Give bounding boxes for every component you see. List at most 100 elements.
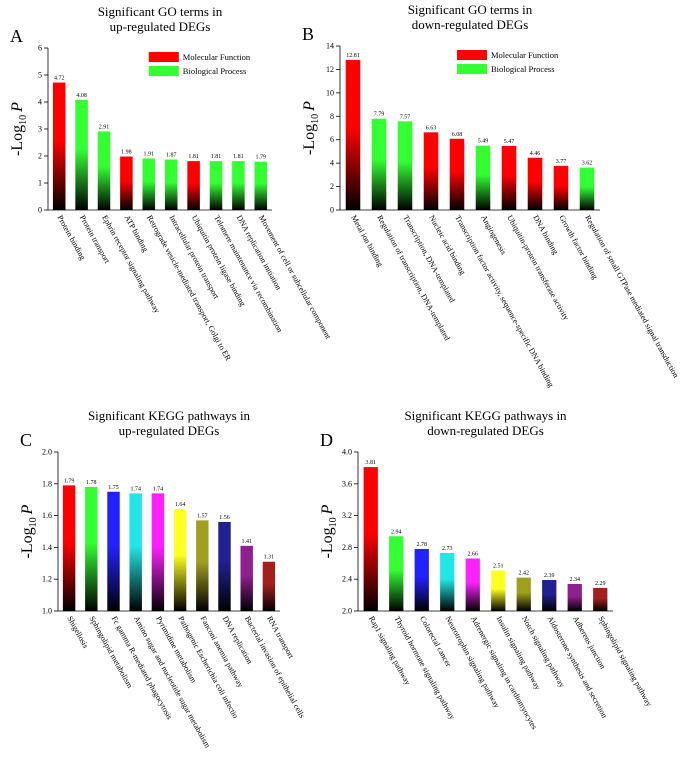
chart-title: up-regulated DEGs [110,19,211,34]
bar [240,545,253,611]
value-label: 7.79 [374,112,385,118]
x-tick-label: Pyrimidine metabolism [154,615,199,686]
bar [449,138,465,210]
value-label: 2.29 [595,581,606,587]
x-tick-label: Retrograde vesicle-mediated transport, G… [145,214,233,363]
y-tick-label: 6 [330,135,334,144]
bar [593,587,608,611]
bar [107,491,120,611]
y-tick-label: 3.6 [342,479,352,488]
y-tick-label: 1.2 [42,575,52,584]
y-label-var: P [301,101,318,112]
value-label: 5.49 [478,139,489,145]
value-label: 3.62 [582,161,593,167]
y-tick-label: 2.4 [342,575,352,584]
y-axis-label: -Log10 P [19,504,39,558]
value-label: 2.66 [468,552,479,558]
y-label-text: -Log [301,124,318,155]
value-label: 4.46 [530,151,541,157]
bar [164,159,178,210]
chart-title: Significant KEGG pathways in [404,408,567,423]
bar [218,521,231,611]
value-label: 1.81 [188,154,199,160]
bar [173,509,187,611]
y-tick-label: 12 [326,65,334,74]
y-tick-label: 3.2 [342,511,352,520]
bar [151,493,165,611]
y-axis-label: -Log10 P [9,102,29,156]
chart-title: Significant GO terms in [408,2,533,17]
panel-letter: C [20,430,32,450]
y-tick-label: 8 [330,112,334,121]
bar [209,161,223,210]
bar [85,486,98,611]
bar [142,158,156,210]
y-label-sub: 10 [28,517,39,527]
y-label-sub: 10 [328,517,339,527]
value-label: 3.77 [556,159,567,165]
panel-letter: D [320,430,333,450]
value-label: 1.41 [241,539,252,545]
bar [465,558,480,611]
bar [196,520,209,611]
bar [475,145,491,210]
x-tick-label: Angiogenesis [479,214,508,256]
y-tick-label: 2.0 [342,607,352,616]
bar [254,161,268,210]
value-label: 1.79 [256,155,267,161]
legend-swatch [148,52,179,62]
value-label: 6.63 [426,125,437,131]
y-tick-label: 1.0 [42,607,52,616]
y-label-var: P [19,504,36,515]
y-label-var: P [319,504,336,515]
value-label: 5.47 [504,139,515,145]
value-label: 2.42 [519,571,530,577]
y-tick-label: 1.4 [42,543,52,552]
y-tick-label: 0 [330,206,334,215]
y-tick-label: 4 [330,159,334,168]
value-label: 4.72 [54,76,65,82]
x-tick-label: Regulation of small GTPase mediated sign… [583,214,680,380]
x-tick-label: Transcription, DNA-templated [401,214,457,304]
value-label: 2.39 [544,573,555,579]
bar [414,548,429,611]
y-axis-label: -Log10 P [319,504,339,558]
value-label: 1.75 [108,485,119,491]
bar [440,552,455,611]
bar [232,161,245,210]
y-label-text: -Log [9,125,26,156]
bar [52,82,66,210]
y-label-sub: 10 [310,114,321,124]
bar [262,561,276,611]
value-label: 1.74 [153,486,164,492]
y-tick-label: 2.0 [42,448,52,457]
value-label: 7.57 [400,114,411,120]
bar [129,493,142,611]
y-tick-label: 1.6 [42,511,52,520]
value-label: 3.81 [366,460,377,466]
y-label-sub: 10 [18,115,29,125]
bar [553,165,569,210]
chart-title: Significant GO terms in [98,4,223,19]
bar [527,157,543,210]
panel-letter: A [10,26,23,46]
y-tick-label: 10 [326,88,334,97]
x-tick-label: Transcription factor activity, sequence-… [453,214,555,389]
y-tick-label: 2 [38,152,42,161]
y-tick-label: 14 [326,42,334,51]
y-tick-label: 4 [38,98,42,107]
value-label: 1.31 [264,555,275,561]
legend-label: Biological Process [183,66,247,76]
bar [542,579,557,611]
bar [75,99,88,210]
value-label: 2.91 [99,124,110,130]
panel-letter: B [302,24,314,44]
legend-swatch [457,50,487,60]
legend-label: Molecular Function [183,52,251,62]
value-label: 1.79 [64,478,75,484]
value-label: 4.08 [76,93,87,99]
value-label: 1.74 [130,486,141,492]
y-label-text: -Log [319,527,336,558]
value-label: 6.08 [452,132,463,138]
y-tick-label: 4.0 [342,448,352,457]
